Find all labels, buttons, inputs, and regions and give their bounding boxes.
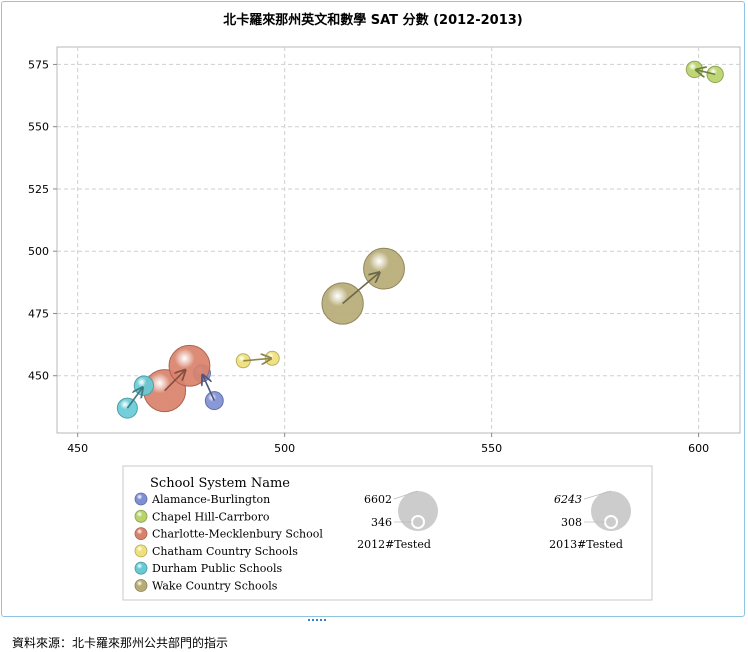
size-legend-max-label: 6243 (554, 493, 582, 506)
bubble-chapel-hill-carrboro-2013[interactable] (685, 60, 704, 79)
legend-entries: Alamance-Burlington Chapel Hill-Carrboro C… (134, 492, 323, 593)
arrow-alamance-burlington (203, 376, 216, 401)
handle-dot (312, 619, 314, 621)
arrow-durham-public-schools (126, 388, 142, 409)
size-legend-max-label: 6602 (364, 493, 392, 506)
legend-label-wake-country-schools[interactable]: Wake Country Schools (152, 580, 278, 593)
bubble-wake-country-schools-2013[interactable] (363, 247, 405, 290)
x-tick-label: 600 (688, 442, 709, 455)
y-tick-label: 525 (28, 183, 49, 196)
legend-swatch-chapel-hill-carrboro (134, 509, 148, 523)
handle-dot (308, 619, 310, 621)
legend-swatch-charlotte-mecklenbury-school (134, 527, 148, 540)
handle-dot (324, 619, 326, 621)
x-tick-label: 550 (481, 442, 502, 455)
source-note: 資料來源：北卡羅來那州公共部門的指示 (12, 636, 229, 650)
legend-swatch-chatham-country-schools (134, 544, 148, 558)
bubble-chapel-hill-carrboro-2012[interactable] (706, 65, 724, 84)
legend-label-chatham-country-schools[interactable]: Chatham Country Schools (152, 545, 298, 558)
y-tick-label: 575 (28, 58, 49, 71)
size-legend-leader-max (583, 490, 612, 500)
size-legends: 6602 346 2012#Tested 6243 308 2013#Tested (357, 490, 631, 551)
plot-area (56, 46, 741, 434)
x-tick-label: 500 (274, 442, 295, 455)
chart-title: 北卡羅來那州英文和數學 SAT 分數 (2012-2013) (223, 12, 523, 28)
arrow-chapel-hill-carrboro (697, 70, 716, 74)
size-legend-min-label: 346 (371, 516, 392, 529)
legend-label-chapel-hill-carrboro[interactable]: Chapel Hill-Carrboro (152, 510, 270, 523)
legend-swatch-alamance-burlington (134, 492, 148, 506)
size-legend-min-label: 308 (561, 516, 582, 529)
bubble-durham-public-schools-2012[interactable] (116, 397, 138, 419)
legend-label-durham-public-schools[interactable]: Durham Public Schools (152, 562, 282, 575)
arrow-chatham-country-schools (243, 359, 270, 361)
legend-box (122, 465, 653, 601)
legend-swatch-durham-public-schools (134, 561, 148, 575)
axis-layer: 450 500 550 600 450 475 500 525 550 575 (28, 58, 709, 455)
arrow-charlotte-mecklenbury-school (164, 371, 185, 392)
legend-label-alamance-burlington[interactable]: Alamance-Burlington (151, 493, 270, 506)
arrow-wake-country-schools (342, 273, 379, 305)
y-tick-label: 550 (28, 121, 49, 134)
bubble-chart: 北卡羅來那州英文和數學 SAT 分數 (2012-2013) 450 500 550… (28, 12, 741, 601)
y-tick-label: 450 (28, 370, 49, 383)
size-legend-caption: 2013#Tested (549, 538, 623, 551)
legend-swatch-wake-country-schools (134, 579, 148, 592)
legend-title: School System Name (150, 476, 290, 491)
resize-handle[interactable] (307, 618, 329, 622)
bubble-durham-public-schools-2013[interactable] (133, 375, 155, 396)
handle-dot (320, 619, 322, 621)
mark-layer (116, 60, 724, 419)
handle-dot (316, 619, 318, 621)
y-tick-label: 475 (28, 307, 49, 320)
size-legend-leader-max (393, 490, 419, 500)
chart-frame: 北卡羅來那州英文和數學 SAT 分數 (2012-2013) 450 500 550… (1, 1, 745, 617)
size-legend-max-bubble (398, 491, 438, 531)
size-legend-caption: 2012#Tested (357, 538, 431, 551)
y-tick-label: 500 (28, 245, 49, 258)
legend-label-charlotte-mecklenbury-school[interactable]: Charlotte-Mecklenbury School (152, 528, 323, 541)
size-legend-max-bubble (591, 491, 631, 531)
x-tick-label: 450 (67, 442, 88, 455)
